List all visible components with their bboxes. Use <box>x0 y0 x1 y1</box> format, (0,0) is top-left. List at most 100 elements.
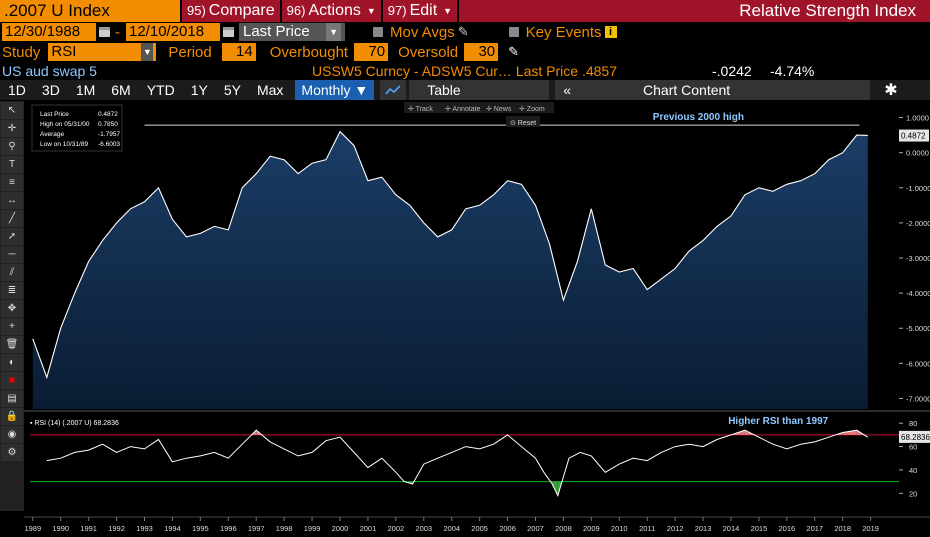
price-area <box>32 131 868 409</box>
end-date-input[interactable]: 12/10/2018 <box>126 23 220 41</box>
mov-avgs-label[interactable]: Mov Avgs <box>390 23 455 41</box>
oversold-input[interactable]: 30 <box>464 43 499 61</box>
actions-button[interactable]: 96) Actions ▼ <box>281 0 381 22</box>
x-tick-label: 2001 <box>360 524 377 533</box>
edit-button[interactable]: 97) Edit ▼ <box>382 0 458 22</box>
period-max-button[interactable]: Max <box>256 82 284 98</box>
ruler-icon[interactable]: ↔ <box>1 192 23 209</box>
start-date-input[interactable]: 12/30/1988 <box>2 23 96 41</box>
legend-low-value: -6.6003 <box>98 141 120 148</box>
period-3d-button[interactable]: 3D <box>41 82 60 98</box>
info-icon[interactable]: i <box>604 26 617 38</box>
x-tick-label: 2015 <box>751 524 768 533</box>
study-select[interactable]: RSI ▼ <box>48 43 157 61</box>
x-axis: 1989 1990 1991 1992 1993 1994 1995 1996 1997 1998… <box>24 516 930 533</box>
x-tick-label: 2013 <box>695 524 712 533</box>
frequency-select[interactable]: Monthly ▼ <box>295 80 375 100</box>
y-tick-label: -4.0000 <box>906 289 930 298</box>
move-icon[interactable]: ✥ <box>1 300 23 317</box>
settings-icon[interactable]: ⚙ <box>1 444 23 461</box>
security-info: US aud swap 5 USSW5 Curncy - ADSW5 Cur… … <box>0 62 930 80</box>
x-tick-label: 1997 <box>248 524 265 533</box>
annotate-button[interactable]: ✛ Annotate <box>445 105 481 113</box>
legend-high-label: High on 05/31/00 <box>40 121 90 128</box>
news-button[interactable]: ✛ News <box>486 105 512 113</box>
rsi-line <box>46 429 869 497</box>
x-tick-label: 1998 <box>276 524 293 533</box>
chart-content-button[interactable]: « Chart Content <box>555 80 871 100</box>
key-events-label[interactable]: Key Events <box>525 23 602 41</box>
pointer-icon[interactable]: ↖ <box>1 102 23 119</box>
x-tick-label: 2003 <box>415 524 432 533</box>
eye-icon[interactable]: ◉ <box>1 426 23 443</box>
x-tick-label: 1999 <box>304 524 321 533</box>
y-tick-label: -3.0000 <box>906 254 930 263</box>
mov-avgs-checkbox[interactable] <box>373 27 383 37</box>
x-tick-label: 1993 <box>136 524 153 533</box>
overbought-label: Overbought <box>269 43 349 61</box>
x-tick-label: 2014 <box>723 524 740 533</box>
y-tick-label: 1.0000 <box>906 114 929 123</box>
layers-icon[interactable]: ▤ <box>1 390 23 407</box>
price-field-value: Last Price <box>243 23 310 40</box>
period-6m-button[interactable]: 6M <box>111 82 131 98</box>
rsi-y-tick-label: 40 <box>909 466 917 475</box>
ticker-field[interactable]: .2007 U Index <box>0 0 180 22</box>
calendar-icon[interactable] <box>99 27 110 37</box>
rsi-y-tick-label: 60 <box>909 443 917 452</box>
legend-icon[interactable]: ≡ <box>1 174 23 191</box>
crosshair-icon[interactable]: ✛ <box>1 120 23 137</box>
period-5y-button[interactable]: 5Y <box>223 82 241 98</box>
edit-num: 97) <box>387 3 407 18</box>
x-tick-label: 2009 <box>583 524 600 533</box>
zoom-button[interactable]: ✛ Zoom <box>519 105 545 113</box>
lock-icon[interactable]: 🔒 <box>1 408 23 425</box>
legend-average-label: Average <box>40 131 64 138</box>
legend-last-price-value: 0.4872 <box>98 111 118 118</box>
top-bar: .2007 U Index 95) Compare 96) Actions ▼ … <box>0 0 930 22</box>
pencil-icon[interactable]: ✎ <box>457 24 469 39</box>
period-input[interactable]: 14 <box>221 43 256 61</box>
overbought-input[interactable]: 70 <box>354 43 389 61</box>
channel-icon[interactable]: ⫽ <box>1 264 23 281</box>
legend-high-value: 0.7850 <box>98 121 118 128</box>
key-events-checkbox[interactable] <box>508 27 519 37</box>
compare-button[interactable]: 95) Compare <box>182 0 280 22</box>
period-1y-button[interactable]: 1Y <box>190 82 208 98</box>
period-1d-button[interactable]: 1D <box>8 82 26 98</box>
horizontal-line-icon[interactable]: ─ <box>1 246 23 263</box>
price-field-select[interactable]: Last Price ▼ <box>239 23 345 41</box>
fib-icon[interactable]: ≣ <box>1 282 23 299</box>
price-panel: Previous 2000 high 1.0000 0.0000 -1.0000 -2.… <box>24 102 930 412</box>
pencil-icon[interactable]: ✎ <box>508 44 520 59</box>
zoom-icon[interactable]: ⚲ <box>1 138 23 155</box>
line-chart-icon <box>385 85 401 95</box>
trash-icon[interactable]: 🗑 <box>1 336 23 353</box>
reset-bg <box>506 116 540 127</box>
period-ytd-button[interactable]: YTD <box>146 82 175 98</box>
calendar-icon[interactable] <box>223 27 234 37</box>
track-button[interactable]: ✛ Track <box>408 105 433 113</box>
chart-area[interactable]: Previous 2000 high 1.0000 0.0000 -1.0000 -2.… <box>24 101 930 537</box>
x-tick-label: 1991 <box>80 524 97 533</box>
previous-high-annotation: Previous 2000 high <box>653 112 744 123</box>
price-line <box>32 130 868 380</box>
chart-type-button[interactable] <box>380 80 407 100</box>
reset-button[interactable]: ⊙ Reset <box>510 120 536 127</box>
text-icon[interactable]: T <box>1 156 23 173</box>
collapse-icon[interactable]: « <box>563 82 571 98</box>
color-icon[interactable]: ■ <box>1 372 23 389</box>
period-1m-button[interactable]: 1M <box>75 82 96 98</box>
date-controls: 12/30/1988 - 12/10/2018 Last Price ▼ Mov… <box>0 22 930 42</box>
actions-label: Actions <box>308 2 361 19</box>
y-tick-label: -6.0000 <box>906 359 930 368</box>
line-icon[interactable]: ╱ <box>1 210 23 227</box>
spacer <box>802 80 862 100</box>
table-button[interactable]: Table <box>409 80 550 100</box>
gear-icon[interactable]: ✱ <box>884 82 898 99</box>
x-tick-label: 2002 <box>388 524 405 533</box>
arrow-icon[interactable]: ➚ <box>1 228 23 245</box>
palette-icon[interactable]: ◐ <box>1 354 23 371</box>
add-icon[interactable]: + <box>1 318 23 335</box>
y-tick-label: 0.0000 <box>906 149 929 158</box>
